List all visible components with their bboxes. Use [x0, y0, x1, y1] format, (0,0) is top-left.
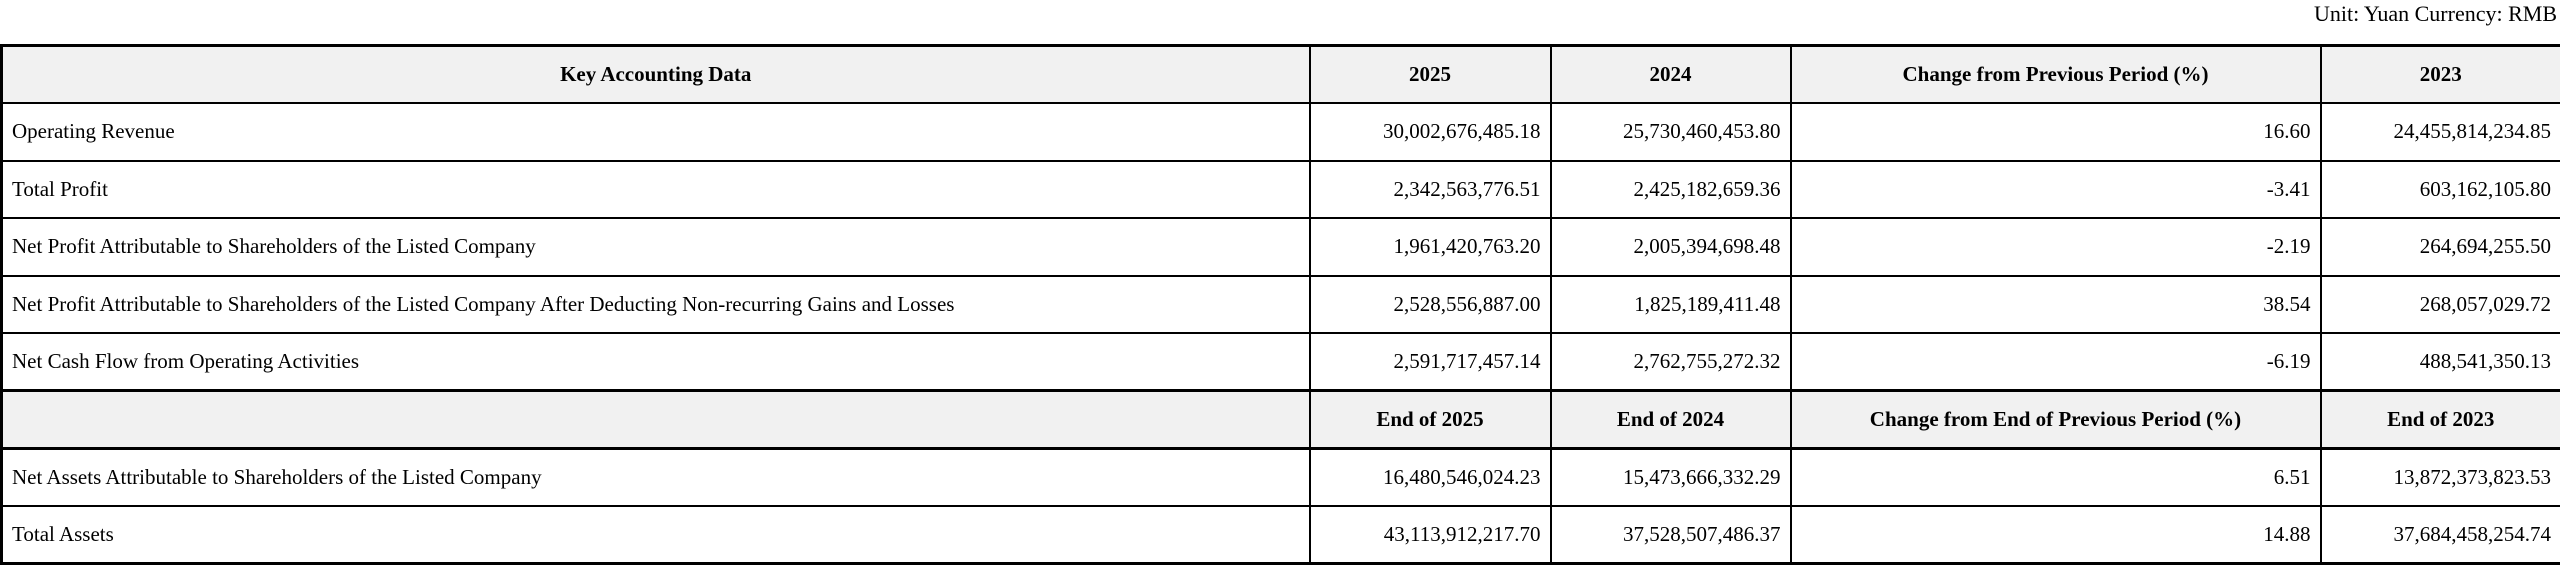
table-row-total-profit: Total Profit 2,342,563,776.51 2,425,182,…	[0, 159, 2560, 220]
value-2023: 603,162,105.80	[2319, 159, 2560, 220]
value-2023: 268,057,029.72	[2319, 274, 2560, 335]
table-section-header-row: End of 2025 End of 2024 Change from End …	[0, 389, 2560, 450]
row-label: Net Assets Attributable to Shareholders …	[0, 447, 1311, 507]
row-label: Net Profit Attributable to Shareholders …	[0, 217, 1311, 277]
value-change: -6.19	[1789, 332, 2322, 392]
row-label: Operating Revenue	[0, 102, 1311, 162]
value-end-2024: 37,528,507,486.37	[1549, 504, 1792, 565]
value-end-2025: 43,113,912,217.70	[1308, 504, 1552, 565]
value-end-2025: 16,480,546,024.23	[1308, 447, 1552, 507]
value-2025: 2,342,563,776.51	[1308, 159, 1552, 220]
header-2025: 2025	[1308, 44, 1552, 105]
header-2023: 2023	[2319, 44, 2560, 105]
value-2025: 30,002,676,485.18	[1308, 102, 1552, 162]
value-change: 6.51	[1789, 447, 2322, 507]
value-2025: 2,591,717,457.14	[1308, 332, 1552, 392]
value-end-2023: 13,872,373,823.53	[2319, 447, 2560, 507]
value-2023: 488,541,350.13	[2319, 332, 2560, 392]
table-row-net-cash-flow: Net Cash Flow from Operating Activities …	[0, 332, 2560, 392]
header-end-of-2023: End of 2023	[2319, 389, 2560, 450]
value-2024: 25,730,460,453.80	[1549, 102, 1792, 162]
value-change: -3.41	[1789, 159, 2322, 220]
value-2024: 1,825,189,411.48	[1549, 274, 1792, 335]
table-header-row: Key Accounting Data 2025 2024 Change fro…	[0, 44, 2560, 105]
value-2025: 2,528,556,887.00	[1308, 274, 1552, 335]
value-change: -2.19	[1789, 217, 2322, 277]
value-change: 16.60	[1789, 102, 2322, 162]
value-2024: 2,425,182,659.36	[1549, 159, 1792, 220]
row-label: Total Profit	[0, 159, 1311, 220]
value-2024: 2,005,394,698.48	[1549, 217, 1792, 277]
unit-currency-note: Unit: Yuan Currency: RMB	[2314, 1, 2557, 26]
value-2023: 264,694,255.50	[2319, 217, 2560, 277]
header-2024: 2024	[1549, 44, 1792, 105]
value-change: 14.88	[1789, 504, 2322, 565]
value-2025: 1,961,420,763.20	[1308, 217, 1552, 277]
row-label: Net Profit Attributable to Shareholders …	[0, 274, 1311, 335]
value-end-2023: 37,684,458,254.74	[2319, 504, 2560, 565]
table-row-total-assets: Total Assets 43,113,912,217.70 37,528,50…	[0, 504, 2560, 565]
section-header-empty	[0, 389, 1311, 450]
value-2024: 2,762,755,272.32	[1549, 332, 1792, 392]
table-row-net-profit-after-deducting: Net Profit Attributable to Shareholders …	[0, 274, 2560, 335]
table-row-net-profit: Net Profit Attributable to Shareholders …	[0, 217, 2560, 277]
header-end-of-2025: End of 2025	[1308, 389, 1552, 450]
header-change-from-end-of-previous-period: Change from End of Previous Period (%)	[1789, 389, 2322, 450]
header-change-from-previous-period: Change from Previous Period (%)	[1789, 44, 2322, 105]
value-change: 38.54	[1789, 274, 2322, 335]
row-label: Total Assets	[0, 504, 1311, 565]
table-row-net-assets: Net Assets Attributable to Shareholders …	[0, 447, 2560, 507]
key-accounting-data-table: Key Accounting Data 2025 2024 Change fro…	[0, 44, 2560, 565]
value-2023: 24,455,814,234.85	[2319, 102, 2560, 162]
table-row-operating-revenue: Operating Revenue 30,002,676,485.18 25,7…	[0, 102, 2560, 162]
header-end-of-2024: End of 2024	[1549, 389, 1792, 450]
header-key-accounting-data: Key Accounting Data	[0, 44, 1311, 105]
value-end-2024: 15,473,666,332.29	[1549, 447, 1792, 507]
row-label: Net Cash Flow from Operating Activities	[0, 332, 1311, 392]
